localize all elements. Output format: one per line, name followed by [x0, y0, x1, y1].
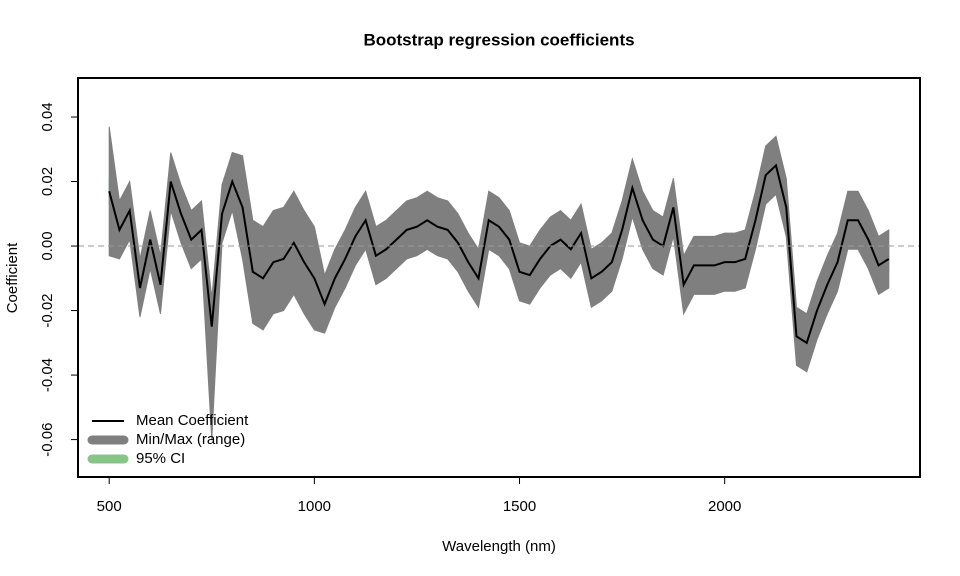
x-tick-label: 2000	[708, 498, 741, 515]
x-axis-label: Wavelength (nm)	[442, 538, 556, 555]
y-tick-label: 0.02	[39, 167, 56, 196]
legend-label: Min/Max (range)	[136, 431, 245, 448]
band	[108, 126, 890, 440]
y-tick-label: 0.00	[39, 231, 56, 260]
y-tick-label: -0.06	[39, 422, 56, 456]
x-tick-label: 1500	[503, 498, 536, 515]
legend-label: Mean Coefficient	[136, 412, 249, 429]
chart-title: Bootstrap regression coefficients	[363, 30, 634, 49]
y-tick-label: 0.04	[39, 102, 56, 131]
y-tick-label: -0.02	[39, 293, 56, 327]
x-tick-label: 500	[97, 498, 122, 515]
y-tick-label: -0.04	[39, 358, 56, 392]
x-tick-label: 1000	[298, 498, 331, 515]
legend-label: 95% CI	[136, 450, 185, 467]
y-axis-label: Coefficient	[4, 242, 21, 313]
mean-line	[108, 163, 890, 345]
